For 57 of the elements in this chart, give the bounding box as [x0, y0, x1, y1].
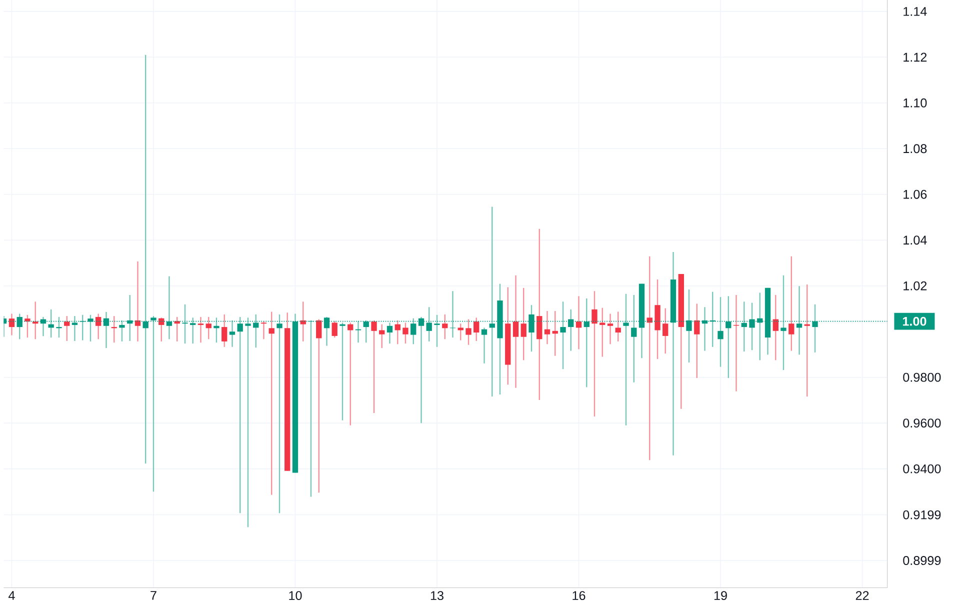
candlestick: [260, 320, 267, 340]
y-tick-label: 1.08: [904, 144, 927, 154]
candlestick: [222, 314, 228, 348]
y-tick-label: 1.04: [904, 236, 927, 245]
y-tick-label: 1.14: [904, 7, 927, 16]
candlestick: [474, 317, 480, 342]
y-tick-label: 0.9400: [903, 464, 941, 474]
candlestick: [158, 317, 164, 342]
y-tick-label: 0.9199: [903, 510, 941, 520]
candlestick: [379, 324, 385, 349]
candlestick: [402, 322, 408, 344]
candlestick: [64, 316, 70, 342]
y-tick-label: 0.9600: [903, 418, 941, 428]
candlestick: [772, 294, 778, 361]
candlestick: [198, 316, 204, 344]
x-tick-label: 7: [150, 591, 156, 600]
candlestick: [615, 311, 621, 342]
candlestick: [788, 256, 794, 352]
candlestick: [520, 287, 526, 361]
candlestick: [268, 311, 274, 496]
candlestick: [96, 313, 102, 340]
ref-line-label: 1.00: [902, 317, 926, 326]
candlestick: [592, 290, 598, 418]
candlestick: [607, 313, 614, 345]
candlestick: [332, 320, 338, 338]
y-tick-label: 1.02: [904, 282, 927, 290]
candlestick: [662, 308, 668, 354]
x-tick-label: 16: [572, 591, 586, 600]
candlestick: [206, 316, 212, 340]
x-tick-label: 22: [856, 591, 869, 600]
candlestick: [24, 314, 30, 338]
y-tick-label: 0.8999: [903, 556, 941, 566]
candlestick: [371, 320, 377, 414]
candlestick: [536, 228, 542, 401]
y-tick-label: 0.9800: [903, 373, 941, 382]
candlestick: [466, 318, 472, 346]
candlestick: [8, 313, 15, 336]
x-tick-label: 10: [289, 591, 302, 600]
candlestick: [348, 322, 354, 426]
candlestick: [600, 307, 606, 358]
candlestick: [442, 314, 448, 340]
candlestick: [300, 301, 306, 342]
candlestick: [481, 327, 488, 364]
candlestick: [458, 323, 464, 342]
candlestick: [316, 318, 322, 494]
candlestick: [804, 284, 810, 398]
x-tick-label: 19: [714, 591, 727, 600]
candlestick: [544, 310, 550, 345]
candlestick: [394, 320, 400, 345]
candlestick: [576, 296, 582, 350]
y-tick-label: 1.10: [904, 98, 927, 108]
x-tick-label: 4: [8, 591, 15, 600]
candlestick: [512, 274, 519, 389]
y-tick-label: 1.06: [904, 190, 927, 200]
candlestick: [694, 303, 700, 379]
y-tick-label: 1.12: [904, 52, 927, 62]
x-tick-label: 13: [430, 591, 444, 600]
